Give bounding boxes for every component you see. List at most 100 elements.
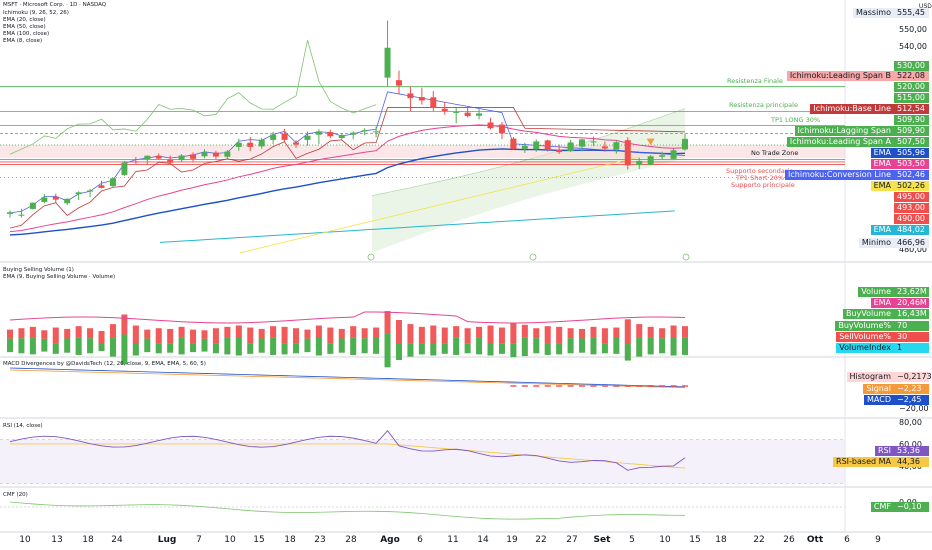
candle-body [315, 131, 322, 135]
volume-buy-bar [327, 343, 334, 354]
volume-buy-bar [395, 344, 402, 360]
macd-histogram-bar [579, 385, 586, 387]
volume-sell-bar [350, 326, 357, 338]
candle-body [647, 156, 654, 165]
indicator-ema20: EMA (20, close) [3, 17, 46, 23]
x-tick-label: 26 [783, 535, 795, 545]
volume-buy-bar [270, 337, 277, 355]
volume-buy-bar [682, 337, 688, 355]
volume-sell-bar [7, 329, 13, 339]
price-tag-label: EMA [870, 148, 894, 158]
volume-sell-bar [247, 327, 254, 344]
price-tag-value: 503,50 [894, 159, 929, 169]
price-tag-value: 466,96 [894, 238, 929, 248]
price-tag-value: 520,00 [894, 82, 929, 92]
volume-buy-bar [315, 337, 322, 356]
level-label: Supporto principale [731, 181, 795, 189]
candle-body [178, 155, 185, 161]
candle-body [659, 155, 666, 157]
volume-sell-bar [144, 329, 151, 339]
candle-body [75, 192, 82, 195]
price-tag-label: EMA [870, 298, 894, 308]
price-tag-value: −0,2173 [894, 372, 932, 382]
volume-ema-line [9, 311, 686, 324]
volume-buy-bar [613, 338, 620, 354]
price-tag-label: CMF [870, 502, 894, 512]
volume-sell-bar [178, 326, 185, 338]
price-tag-label: Minimo [858, 238, 894, 248]
volume-buy-bar [464, 343, 471, 354]
macd-histogram-bar [601, 385, 608, 387]
volume-sell-bar [109, 324, 116, 338]
level-label: TP1 Short 20% [736, 174, 785, 182]
volume-sell-bar [407, 324, 414, 344]
volume-sell-bar [98, 331, 105, 343]
macd-pane-title: MACD Divergences by @DavidsTech (12, 26,… [3, 361, 206, 367]
volume-buy-bar [52, 343, 59, 354]
volume-sell-bar [556, 326, 563, 344]
cmf-line [9, 501, 686, 520]
candle-body [155, 155, 162, 159]
candle-body [98, 185, 105, 188]
candle-body [167, 159, 174, 163]
price-tag: EMA 484,02 [870, 225, 932, 235]
candle-body [293, 142, 300, 145]
price-tag-label: RSI-based MA [833, 457, 894, 467]
price-tag-value: 505,96 [894, 148, 929, 158]
volume-sell-bar [235, 325, 242, 338]
price-tag: 493,00 [894, 203, 932, 213]
volume-buy-bar [235, 337, 242, 356]
volume-sell-bar [590, 326, 597, 338]
macd-histogram-bar [590, 385, 597, 387]
candle-body [224, 151, 231, 157]
price-tag-label: Signal [863, 384, 894, 394]
candle-body [201, 152, 208, 157]
volume-buy-bar [521, 337, 528, 357]
volume-sell-bar [155, 328, 162, 344]
x-tick-label: 18 [715, 535, 727, 545]
level-label: TP1 LONG 30% [771, 116, 821, 124]
price-tag: VolumeIndex 1 [836, 343, 932, 353]
candle-body [327, 132, 334, 137]
y-tick-label: 480,00 [899, 245, 927, 254]
volume-sell-bar [453, 326, 460, 338]
candle-body [373, 131, 380, 133]
macd-histogram-bar [624, 385, 631, 387]
price-tag-label: Ichimoku:Conversion Line [785, 170, 894, 180]
price-tag: MACD −2,45 [864, 395, 932, 405]
candle-body [418, 97, 425, 101]
ichimoku-base-line [9, 107, 686, 229]
cmf-pane-title: CMF (20) [3, 492, 28, 498]
volume-sell-bar [270, 326, 277, 338]
volume-sell-bar [258, 328, 265, 339]
volume-buy-bar [670, 337, 677, 356]
price-tag: 530,00 [894, 61, 932, 71]
price-tag-value: 495,00 [894, 192, 929, 202]
volume-buy-bar [201, 338, 208, 352]
price-tag-label: MACD [864, 395, 894, 405]
ema100-line [159, 210, 675, 243]
candle-body [453, 112, 460, 114]
price-tag-value: 507,50 [894, 137, 929, 147]
price-tag-value: 20,46M [894, 298, 929, 308]
price-tag: 495,00 [894, 192, 932, 202]
price-tag-value: 1 [894, 343, 929, 353]
price-tag-label: Ichimoku:Lagging Span [794, 126, 894, 136]
candle-body [270, 134, 277, 140]
price-tag-value: 490,00 [894, 214, 929, 224]
volume-sell-bar [29, 326, 36, 338]
no-trade-zone-band [0, 145, 845, 159]
macd-histogram-bar [567, 385, 574, 387]
macd-histogram-bar [544, 385, 551, 387]
volume-sell-bar [201, 330, 208, 339]
indicator-ema50: EMA (50, close) [3, 24, 46, 30]
candle-body [430, 97, 437, 108]
price-tag: 490,00 [894, 214, 932, 224]
level-label: Resistenza Finale [727, 77, 783, 85]
volume-sell-bar [121, 314, 128, 335]
candle-body [579, 139, 586, 147]
candle-body [235, 142, 242, 147]
price-tag: Ichimoku:Lagging Span 509,90 [794, 126, 932, 136]
macd-signal-line [9, 369, 686, 389]
